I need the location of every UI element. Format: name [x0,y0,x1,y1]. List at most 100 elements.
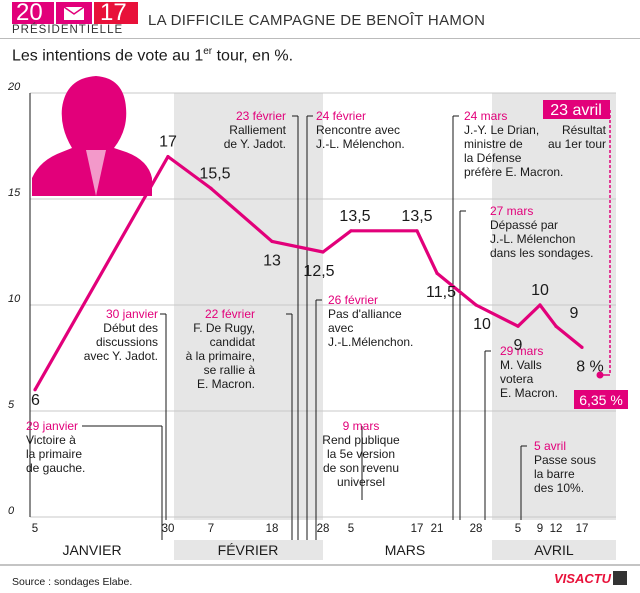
data-point [538,303,542,307]
annotation-text: Passe sous [534,453,596,467]
x-tick-label: 5 [515,523,521,535]
annotation-date: 29 mars [500,344,543,358]
data-label: 8 % [576,358,604,375]
annotation-text: universel [337,475,385,489]
annotation-text: de Y. Jadot. [224,137,286,151]
annotation-text: E. Macron. [197,377,255,391]
brand-name: VISACTU [554,571,612,586]
data-label: 13,5 [401,208,432,225]
x-tick-label: 5 [348,523,354,535]
x-tick-label: 9 [537,523,543,535]
page-title: LA DIFFICILE CAMPAGNE DE BENOÎT HAMON [148,12,486,29]
result-date: 23 avril [550,102,602,119]
annotation-text: la primaire [26,447,82,461]
header-divider [0,38,640,39]
data-label: 11,5 [426,284,456,301]
annotation-text: Début des [103,321,158,335]
annotation-date: 24 mars [464,109,507,123]
result-caption: au 1er tour [548,137,606,151]
result-point [596,371,604,379]
annotation-date: 27 mars [490,204,533,218]
envelope-icon [56,2,92,24]
logo-subtitle: PRÉSIDENTIELLE [12,24,124,36]
data-point [166,155,170,159]
annotation-text: de gauche. [26,461,85,475]
result-caption: Résultat [562,123,607,137]
x-tick-label: 17 [576,523,589,535]
x-tick-label: 28 [470,523,483,535]
x-tick-label: 21 [431,523,444,535]
annotation-text: Victoire à [26,433,76,447]
annotation-text: J.-Y. Le Drian, [464,123,539,137]
data-point [209,186,213,190]
header: 20 17 PRÉSIDENTIELLE LA DIFFICILE CAMPAG… [0,0,640,40]
result-date-box [543,100,610,119]
annotation-text: Dépassé par [490,218,558,232]
x-tick-label: 30 [162,523,175,535]
data-label: 10 [531,282,549,299]
annotation-text: de son revenu [323,461,399,475]
annotation-text: Pas d'alliance [328,307,402,321]
annotation-text: votera [500,372,534,386]
month-label-band [492,540,616,560]
y-tick-label: 15 [8,187,21,199]
subtitle-text: Les intentions de vote au 1 [12,47,204,65]
month-band [492,93,616,520]
annotation-text: la Défense [464,151,522,165]
data-label: 10 [473,316,491,333]
annotation-text: des 10%. [534,481,584,495]
data-label: 9 [570,305,579,322]
month-label: FÉVRIER [218,542,279,558]
visactu-logo: VISACTU [554,571,628,586]
annotation-date: 29 janvier [26,419,78,433]
data-point [349,229,353,233]
candidate-portrait-icon [32,76,152,196]
subtitle-unit: tour, en %. [212,47,294,65]
annotation-text: dans les sondages. [490,246,593,260]
annotation-date: 26 février [328,293,378,307]
y-tick-label: 0 [8,505,15,517]
annotation-text: M. Valls [500,358,542,372]
annotation-text: la barre [534,467,575,481]
data-label: 12,5 [303,263,334,280]
month-label-band [174,540,323,560]
data-point [516,324,520,328]
month-label: AVRIL [534,542,574,558]
x-tick-label: 5 [32,523,38,535]
annotation-text: F. De Rugy, [193,321,255,335]
annotation-text: Rencontre avec [316,123,400,137]
y-tick-label: 5 [8,399,15,411]
data-label: 13 [263,252,281,269]
annotation-text: Rend publique [322,433,400,447]
annotation-text: préfère E. Macron. [464,165,563,179]
x-tick-label: 7 [208,523,214,535]
annotation-date: 9 mars [343,419,380,433]
data-point [580,345,584,349]
data-point [554,324,558,328]
annotation-text: ministre de [464,137,523,151]
annotation-text: se rallie à [204,363,256,377]
data-point [435,271,439,275]
data-label: 17 [159,134,177,151]
chart-subtitle: Les intentions de vote au 1er tour, en %… [12,46,293,65]
x-tick-label: 28 [317,523,330,535]
annotation-text: J.-L. Mélenchon. [316,137,405,151]
data-point [321,250,325,254]
data-point [474,303,478,307]
brand-mark-icon [613,571,628,585]
data-point [270,239,274,243]
data-label: 13,5 [339,208,370,225]
y-tick-label: 20 [7,81,21,93]
annotation-date: 24 février [316,109,366,123]
data-label: 15,5 [199,165,230,182]
presidentielle-logo: 20 17 PRÉSIDENTIELLE [12,0,138,38]
annotation-date: 22 février [205,307,255,321]
annotation-date: 23 février [236,109,286,123]
annotation-text: J.-L. Mélenchon [490,232,575,246]
data-point [415,229,419,233]
annotation-text: discussions [96,335,158,349]
annotation-date: 5 avril [534,439,566,453]
annotation-text: avec [328,321,353,335]
month-label: MARS [385,542,425,558]
